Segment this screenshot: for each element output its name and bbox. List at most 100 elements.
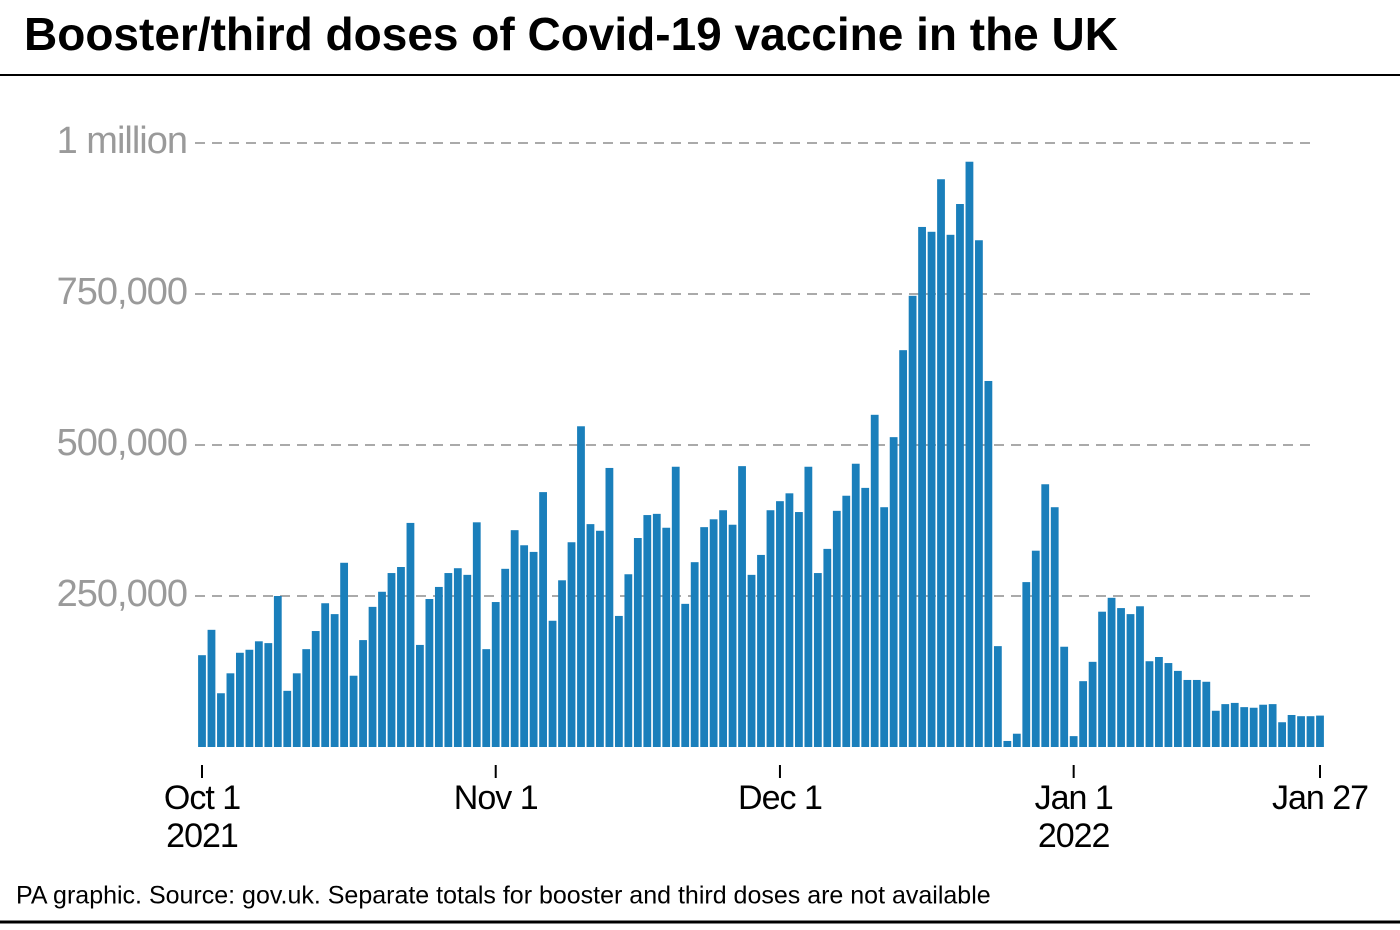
bar xyxy=(1278,722,1287,747)
bar xyxy=(397,567,405,747)
bar xyxy=(292,673,301,747)
bar xyxy=(1173,670,1182,747)
bar xyxy=(899,350,908,747)
x-tick-label: Jan 27 xyxy=(1272,779,1368,817)
bar xyxy=(776,501,784,747)
bar xyxy=(463,574,472,747)
bar xyxy=(1249,707,1258,747)
bar xyxy=(1145,661,1154,747)
bar xyxy=(453,568,462,747)
bar xyxy=(349,675,358,747)
bar xyxy=(558,580,566,747)
bar xyxy=(832,510,841,747)
bar xyxy=(1230,702,1239,747)
x-tick-label: Jan 1 xyxy=(1035,779,1113,817)
x-tick-label: Nov 1 xyxy=(454,779,538,817)
source-note: PA graphic. Source: gov.uk. Separate tot… xyxy=(16,882,991,910)
bar xyxy=(1098,611,1106,747)
bar xyxy=(1155,657,1163,747)
bar xyxy=(1012,733,1021,747)
bar xyxy=(1211,710,1220,747)
bar xyxy=(861,487,870,747)
bar xyxy=(870,414,879,747)
y-tick-label: 500,000 xyxy=(57,422,187,464)
bar xyxy=(207,629,216,747)
bar xyxy=(1164,663,1173,747)
bar xyxy=(254,641,263,747)
bar xyxy=(842,495,851,747)
bar xyxy=(1117,608,1125,747)
bar xyxy=(302,649,311,747)
bar xyxy=(1259,704,1268,747)
bar xyxy=(984,380,993,747)
bar xyxy=(880,507,889,747)
bar xyxy=(406,522,415,747)
bar xyxy=(1306,716,1315,747)
bar xyxy=(823,548,832,747)
bar xyxy=(539,492,547,747)
bar xyxy=(482,649,491,747)
bar xyxy=(567,542,576,747)
bar xyxy=(378,591,386,747)
y-tick-label: 750,000 xyxy=(57,271,187,313)
bar xyxy=(794,512,803,747)
bar xyxy=(596,530,604,747)
x-tick-year: 2022 xyxy=(1038,817,1110,855)
bar xyxy=(577,426,585,747)
bar xyxy=(1268,704,1277,747)
bar xyxy=(946,234,955,748)
bar xyxy=(652,513,661,747)
bar xyxy=(1107,597,1116,747)
bar xyxy=(738,466,746,747)
bar xyxy=(520,545,529,747)
bar xyxy=(633,538,642,747)
x-tick-label: Oct 1 xyxy=(164,779,240,817)
bar xyxy=(937,179,945,748)
bar xyxy=(719,510,728,747)
bar xyxy=(264,643,273,747)
bar xyxy=(851,463,860,747)
bar xyxy=(889,437,898,747)
bar xyxy=(1240,707,1249,747)
bar xyxy=(368,606,377,747)
bar xyxy=(614,615,623,747)
bar xyxy=(757,554,765,747)
bar xyxy=(1221,704,1230,747)
bar xyxy=(956,204,964,747)
bar xyxy=(1079,681,1088,747)
bar xyxy=(359,640,367,747)
bar xyxy=(709,519,718,747)
bar xyxy=(1126,614,1135,747)
bar xyxy=(387,573,396,747)
bar xyxy=(198,655,206,747)
bar xyxy=(700,527,709,747)
bar xyxy=(813,573,822,747)
bar xyxy=(217,693,225,747)
bar xyxy=(235,652,244,747)
bar xyxy=(321,603,330,747)
bar xyxy=(1060,646,1069,747)
bar xyxy=(927,231,936,748)
bar xyxy=(1041,484,1050,747)
bar xyxy=(1297,716,1305,747)
bar xyxy=(1136,606,1144,747)
bar xyxy=(311,631,320,747)
x-tick-year: 2021 xyxy=(166,817,238,855)
bar xyxy=(491,602,500,747)
bar xyxy=(908,295,917,747)
bar xyxy=(681,603,690,747)
bar xyxy=(510,530,519,747)
bar xyxy=(245,649,254,747)
bar xyxy=(1202,681,1211,747)
bar xyxy=(444,573,453,747)
bar xyxy=(416,644,424,747)
bar xyxy=(1003,740,1012,747)
bar xyxy=(643,515,652,747)
bar xyxy=(1316,715,1324,747)
bar xyxy=(785,493,794,747)
bar xyxy=(1183,679,1192,747)
bar xyxy=(501,568,510,747)
bar xyxy=(671,466,680,747)
chart-title: Booster/third doses of Covid-19 vaccine … xyxy=(24,8,1118,60)
